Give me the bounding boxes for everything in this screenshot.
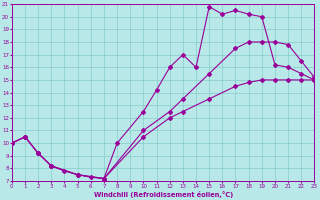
X-axis label: Windchill (Refroidissement éolien,°C): Windchill (Refroidissement éolien,°C) xyxy=(93,191,233,198)
